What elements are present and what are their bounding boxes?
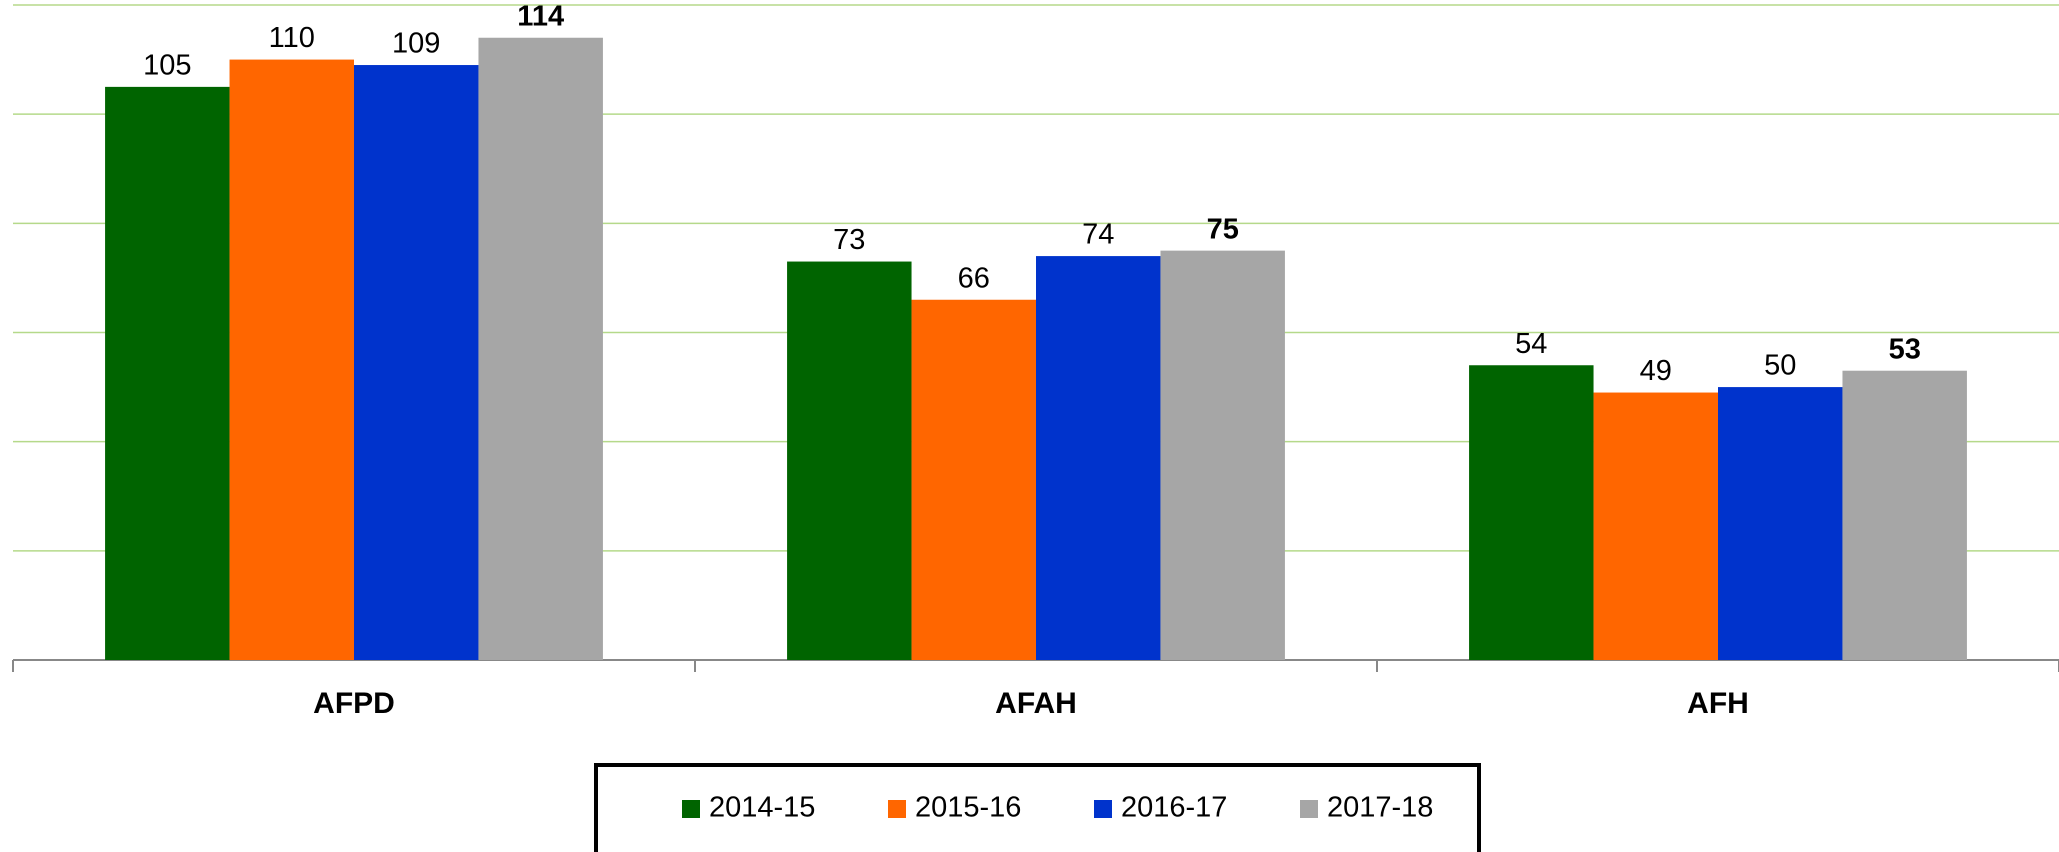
- legend-swatch: [682, 800, 700, 818]
- legend-label: 2017-18: [1327, 792, 1433, 824]
- bar: [354, 65, 479, 660]
- value-label: 53: [1889, 333, 1921, 365]
- value-label: 109: [392, 28, 440, 60]
- value-label: 74: [1082, 219, 1114, 251]
- value-label: 50: [1764, 350, 1796, 382]
- value-label: 105: [143, 50, 191, 82]
- bar: [229, 59, 354, 661]
- bar: [1160, 250, 1285, 660]
- x-tick-label: AFH: [1687, 687, 1749, 720]
- value-label: 49: [1640, 355, 1672, 387]
- x-tick-label: AFAH: [995, 687, 1077, 720]
- legend-label: 2016-17: [1121, 792, 1227, 824]
- value-label: 114: [517, 0, 564, 32]
- value-label: 75: [1207, 213, 1239, 245]
- legend-swatch: [1300, 800, 1318, 818]
- bar: [1842, 370, 1967, 660]
- x-tick-label: AFPD: [313, 687, 395, 720]
- bar: [478, 37, 603, 660]
- value-label: 73: [833, 224, 865, 256]
- bar: [911, 299, 1036, 660]
- value-label: 110: [269, 22, 315, 54]
- legend-box: [594, 763, 1481, 852]
- value-label: 54: [1515, 328, 1547, 360]
- legend-label: 2014-15: [709, 792, 815, 824]
- legend-swatch: [888, 800, 906, 818]
- bar: [1469, 365, 1594, 660]
- value-label: 66: [958, 262, 990, 294]
- bar: [1593, 392, 1718, 660]
- bar: [1036, 256, 1161, 660]
- bar: [787, 261, 912, 660]
- legend-label: 2015-16: [915, 792, 1021, 824]
- legend-swatch: [1094, 800, 1112, 818]
- bar: [105, 86, 230, 660]
- bar: [1718, 387, 1843, 660]
